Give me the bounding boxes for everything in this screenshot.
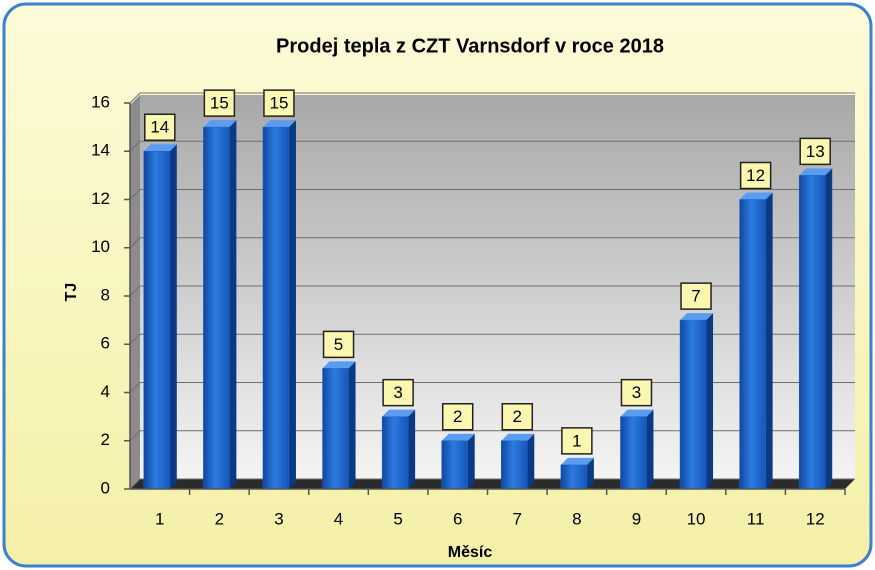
bar-top (739, 192, 773, 200)
y-tick-label: 0 (101, 478, 110, 497)
bar-side (706, 313, 714, 489)
bar-top (322, 361, 356, 369)
grid-line (129, 92, 855, 104)
bar (322, 368, 349, 490)
bar-top (680, 313, 714, 321)
grid (124, 92, 855, 495)
x-tick-label: 4 (334, 509, 343, 528)
bar (203, 126, 230, 490)
bar-top (143, 144, 177, 152)
data-label: 7 (691, 287, 700, 306)
bar-side (825, 168, 833, 489)
y-tick-label: 2 (101, 430, 110, 449)
side-wall (130, 95, 140, 489)
data-label: 5 (334, 335, 343, 354)
x-tick-label: 5 (393, 509, 402, 528)
data-label: 15 (269, 94, 288, 113)
bar-side (467, 433, 475, 489)
bar-top (799, 168, 833, 176)
bar-top (203, 120, 237, 128)
bar (262, 126, 290, 490)
data-label: 3 (393, 383, 402, 402)
data-label: 1 (572, 431, 581, 450)
bar-side (646, 409, 654, 489)
data-label-box (799, 137, 831, 166)
x-tick-label: 3 (274, 509, 283, 528)
data-label: 15 (210, 94, 229, 113)
bar-top (441, 433, 475, 441)
bar-top (382, 409, 416, 417)
x-tick-label: 1 (155, 509, 164, 528)
grid-line (129, 382, 855, 393)
grid-line (129, 189, 855, 200)
bar (798, 175, 826, 490)
data-label: 13 (806, 142, 825, 161)
y-tick-label: 12 (91, 189, 110, 208)
x-tick-label: 11 (747, 509, 765, 528)
x-tick-label: 12 (806, 509, 825, 528)
bar (620, 416, 647, 490)
data-label-box (441, 403, 474, 431)
x-tick-label: 7 (513, 509, 522, 528)
x-tick-label: 6 (453, 509, 462, 528)
floor (130, 479, 855, 489)
data-label-box (739, 161, 772, 190)
data-label-box (144, 113, 176, 141)
bar-side (586, 457, 594, 489)
x-tick-label: 10 (687, 509, 706, 528)
bar (441, 440, 468, 490)
bar-side (288, 120, 296, 489)
x-axis-title: Měsíc (448, 544, 493, 561)
bar-top (501, 433, 535, 441)
bar-side (765, 192, 773, 489)
grid-line (129, 478, 855, 490)
grid-line (129, 285, 855, 297)
data-label-box (322, 330, 355, 359)
x-tick-label: 2 (215, 509, 224, 528)
grid-line (129, 140, 855, 152)
data-label: 2 (513, 407, 522, 426)
data-label: 3 (632, 383, 641, 402)
x-tick-label: 8 (572, 509, 581, 528)
data-label-box (620, 378, 653, 407)
data-label-box (561, 427, 593, 455)
bar-top (560, 457, 594, 465)
data-label-box (501, 403, 534, 431)
chart-title: Prodej tepla z CZT Varnsdorf v roce 2018 (276, 35, 664, 57)
bar-side (348, 361, 356, 489)
bar (679, 319, 707, 490)
y-tick-label: 8 (101, 285, 110, 304)
y-tick-label: 10 (91, 237, 110, 256)
data-label: 14 (150, 118, 169, 137)
y-tick-label: 6 (101, 334, 110, 353)
bar (501, 440, 528, 490)
bar-side (408, 409, 416, 489)
data-label-box (263, 89, 295, 117)
data-label-box (382, 378, 414, 407)
y-tick-label: 16 (91, 92, 110, 111)
grid-line (129, 430, 855, 442)
bar (739, 199, 766, 490)
y-axis-title: TJ (63, 283, 80, 302)
bar-side (229, 120, 237, 489)
y-tick-label: 14 (91, 141, 110, 160)
y-tick-label: 4 (101, 382, 110, 401)
bar-side (527, 433, 535, 489)
data-label-box (680, 282, 712, 310)
bar (143, 151, 171, 490)
data-label: 2 (453, 407, 462, 426)
bar-top (262, 120, 296, 128)
bar-top (620, 409, 654, 417)
bar-side (169, 144, 177, 489)
grid-line (129, 333, 855, 345)
grid-line (129, 237, 855, 249)
bar (560, 464, 588, 490)
data-label-box (203, 89, 236, 117)
data-label: 12 (746, 166, 765, 185)
bar (381, 416, 409, 490)
x-tick-label: 9 (632, 509, 641, 528)
